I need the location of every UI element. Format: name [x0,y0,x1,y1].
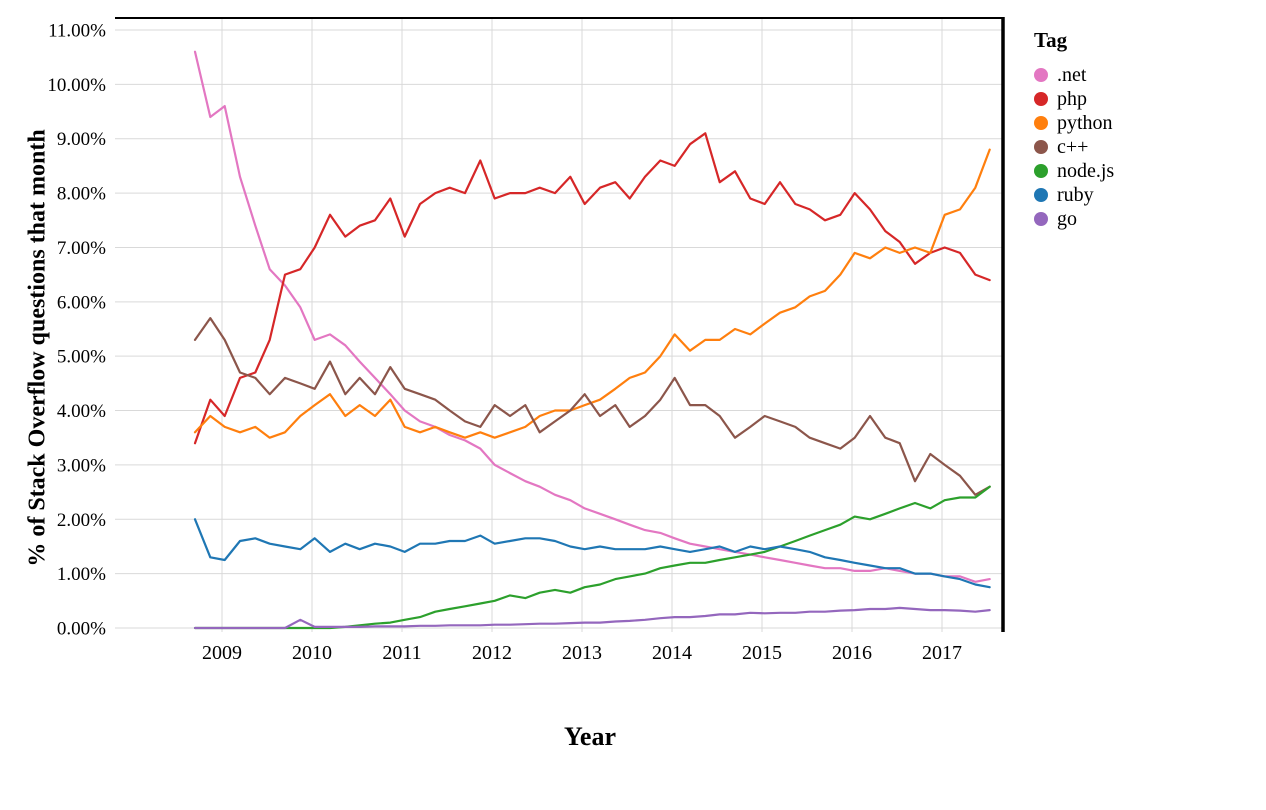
x-tick-label: 2014 [652,642,692,664]
series-line-c++ [193,317,991,496]
legend-swatch-icon [1034,116,1048,130]
y-tick-label: 1.00% [57,564,106,585]
legend-label: php [1057,88,1087,110]
legend-item-c++: c++ [1034,135,1114,159]
x-tick-label: 2013 [562,642,602,664]
legend-label: .net [1057,64,1087,86]
x-tick-label: 2010 [292,642,332,664]
series-line-go [193,606,991,630]
legend-swatch-icon [1034,164,1048,178]
y-tick-label: 11.00% [48,21,106,42]
legend-item-.net: .net [1034,63,1114,87]
legend-label: node.js [1057,160,1115,182]
y-tick-label: 10.00% [47,75,106,96]
legend-item-php: php [1034,87,1114,111]
x-axis-title: Year [564,722,616,751]
legend-item-go: go [1034,207,1114,231]
y-tick-label: 6.00% [57,292,106,313]
y-tick-label: 9.00% [57,129,106,150]
x-tick-label: 2016 [832,642,872,664]
y-tick-label: 0.00% [57,619,106,640]
legend-label: c++ [1057,136,1089,158]
y-tick-label: 5.00% [57,347,106,368]
series-line-node.js [193,485,991,630]
legend: Tag .net php python c++ node.js ruby go [1034,28,1114,231]
x-tick-label: 2011 [382,642,421,664]
legend-swatch-icon [1034,212,1048,226]
x-tick-label: 2017 [922,642,962,664]
series-line-python [193,148,991,439]
legend-swatch-icon [1034,188,1048,202]
legend-items: .net php python c++ node.js ruby go [1034,63,1114,231]
legend-label: python [1057,112,1113,134]
legend-item-node.js: node.js [1034,159,1114,183]
series-line-.net [193,50,991,583]
legend-item-python: python [1034,111,1114,135]
legend-label: go [1057,208,1077,230]
legend-title: Tag [1034,28,1068,52]
series-line-php [193,132,991,445]
series-line-ruby [193,518,991,589]
x-tick-label: 2012 [472,642,512,664]
legend-swatch-icon [1034,68,1048,82]
legend-swatch-icon [1034,92,1048,106]
x-tick-label: 2009 [202,642,242,664]
y-tick-label: 7.00% [57,238,106,259]
y-tick-label: 8.00% [57,184,106,205]
y-tick-label: 4.00% [57,401,106,422]
y-tick-label: 2.00% [57,510,106,531]
y-axis-title: % of Stack Overflow questions that month [24,129,51,567]
x-tick-label: 2015 [742,642,782,664]
legend-item-ruby: ruby [1034,183,1114,207]
legend-label: ruby [1057,184,1094,206]
y-tick-label: 3.00% [57,455,106,476]
legend-swatch-icon [1034,140,1048,154]
